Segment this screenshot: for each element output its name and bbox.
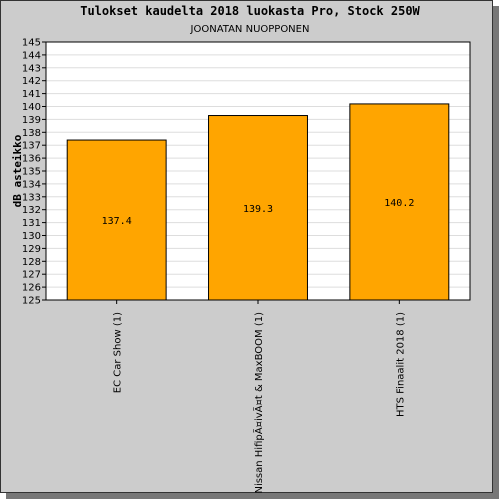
y-tick-label: 142	[22, 76, 41, 87]
y-tick-label: 135	[22, 167, 41, 178]
y-tick-label: 132	[22, 205, 41, 216]
bar	[349, 103, 450, 301]
plot-border	[45, 41, 471, 301]
y-tick-label: 140	[22, 102, 41, 113]
bar-value-label: 140.2	[384, 198, 414, 209]
y-tick-label: 125	[22, 296, 41, 307]
y-axis-label: dB asteikko	[11, 134, 24, 207]
y-tick-label: 126	[22, 283, 41, 294]
y-tick-label: 131	[22, 218, 41, 229]
y-tick-label: 145	[22, 38, 41, 49]
y-tick-label: 127	[22, 270, 41, 281]
bar	[208, 115, 308, 301]
bar-value-label: 139.3	[243, 204, 273, 215]
chart-subtitle: JOONATAN NUOPPONEN	[190, 24, 310, 35]
x-category-label: EC Car Show (1)	[113, 312, 124, 393]
y-tick-label: 134	[22, 179, 41, 190]
chart-title: Tulokset kaudelta 2018 luokasta Pro, Sto…	[80, 4, 420, 18]
y-tick-label: 143	[22, 63, 41, 74]
x-category-label: Nissan HifipÃ¤ivÃ¤t & MaxBOOM (1)	[252, 312, 265, 494]
y-tick-label: 128	[22, 257, 41, 268]
y-tick-label: 141	[22, 89, 41, 100]
y-tick-label: 139	[22, 115, 41, 126]
y-tick-label: 136	[22, 154, 41, 165]
x-category-label: HTS Finaalit 2018 (1)	[395, 312, 406, 417]
y-tick-label: 133	[22, 192, 41, 203]
bar-value-label: 137.4	[102, 216, 132, 227]
bar	[66, 139, 167, 301]
y-tick-label: 137	[22, 141, 41, 152]
y-tick-label: 138	[22, 128, 41, 139]
y-tick-label: 129	[22, 244, 41, 255]
y-tick-label: 130	[22, 231, 41, 242]
y-tick-label: 144	[22, 50, 41, 61]
